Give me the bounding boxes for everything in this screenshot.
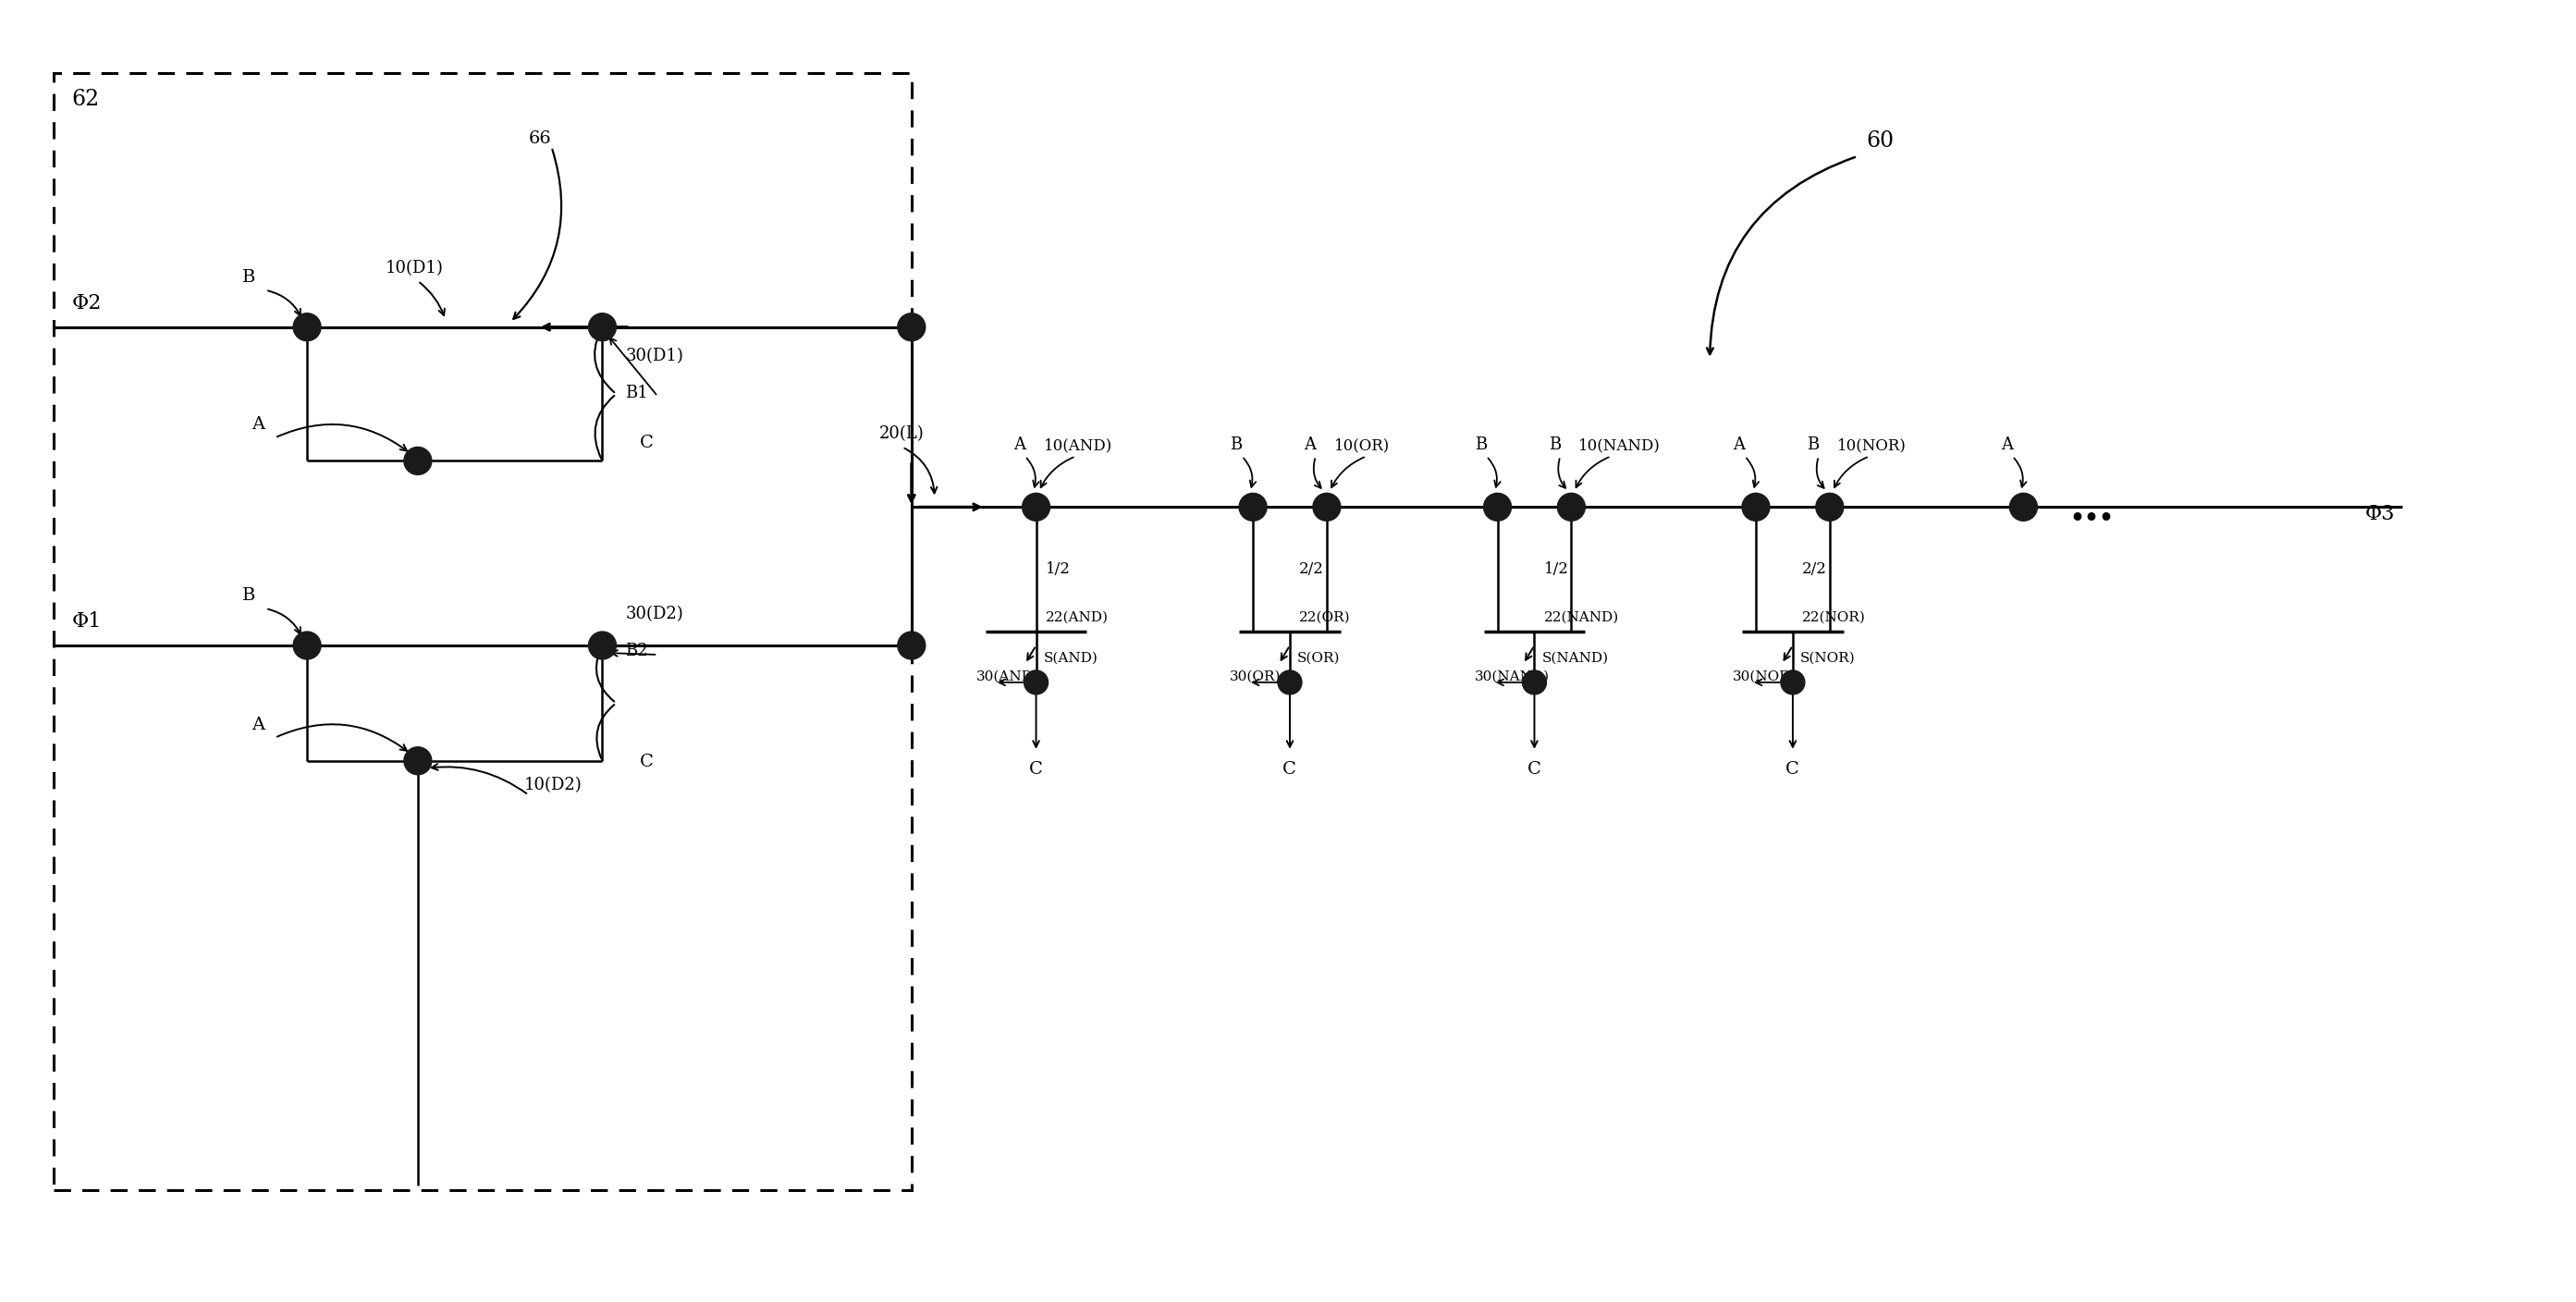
Text: 62: 62 [72,89,100,111]
Text: 10(NOR): 10(NOR) [1837,437,1906,453]
Circle shape [294,314,322,341]
Text: S(NOR): S(NOR) [1801,652,1855,665]
Circle shape [896,314,925,341]
Text: 1/2: 1/2 [1543,561,1569,577]
Circle shape [1025,671,1048,694]
Circle shape [1741,493,1770,521]
Text: S(NAND): S(NAND) [1543,652,1607,665]
Text: A: A [252,417,265,434]
Circle shape [2009,493,2038,521]
Text: A: A [2002,437,2012,453]
Text: Φ2: Φ2 [72,293,100,314]
Circle shape [1558,493,1584,521]
Text: 22(OR): 22(OR) [1298,612,1350,624]
Text: C: C [639,435,654,452]
Text: 2/2: 2/2 [1298,561,1324,577]
Text: 30(NAND): 30(NAND) [1473,671,1548,684]
Text: •••: ••• [2069,506,2115,529]
Text: 22(NAND): 22(NAND) [1543,612,1618,624]
Circle shape [587,631,616,659]
Text: 60: 60 [1868,130,1893,152]
Text: A: A [1734,437,1747,453]
Circle shape [1278,671,1301,694]
Circle shape [404,447,433,475]
Text: 1/2: 1/2 [1046,561,1069,577]
Text: A: A [1012,437,1025,453]
Text: C: C [1028,760,1043,777]
Text: 22(AND): 22(AND) [1046,612,1108,624]
Text: S(AND): S(AND) [1043,652,1097,665]
Text: A: A [1303,437,1316,453]
Text: 10(D2): 10(D2) [523,776,582,793]
Text: B: B [1548,437,1561,453]
Text: 10(OR): 10(OR) [1334,437,1391,453]
Text: 30(D2): 30(D2) [626,605,683,622]
Text: B1: B1 [626,384,649,401]
Text: 22(NOR): 22(NOR) [1803,612,1865,624]
Text: 66: 66 [528,130,551,147]
Circle shape [1023,493,1051,521]
Text: B: B [242,270,255,285]
Text: 30(D1): 30(D1) [626,348,683,365]
Circle shape [1522,671,1546,694]
Text: C: C [1528,760,1540,777]
Text: C: C [1785,760,1798,777]
Circle shape [1484,493,1512,521]
Text: 10(NAND): 10(NAND) [1579,437,1662,453]
Text: C: C [639,754,654,769]
Circle shape [1239,493,1267,521]
Circle shape [404,747,433,775]
Text: S(OR): S(OR) [1298,652,1340,665]
Text: B2: B2 [626,643,649,659]
Circle shape [587,314,616,341]
Text: 30(NOR): 30(NOR) [1734,671,1795,684]
Text: 30(AND): 30(AND) [976,671,1038,684]
Circle shape [1816,493,1844,521]
Text: 2/2: 2/2 [1803,561,1826,577]
Text: B: B [1806,437,1819,453]
Text: 30(OR): 30(OR) [1229,671,1280,684]
Text: A: A [252,716,265,733]
Text: 10(D1): 10(D1) [386,259,443,276]
Text: B: B [242,587,255,604]
Text: Φ3: Φ3 [2365,504,2396,525]
Text: B: B [1473,437,1486,453]
Text: C: C [1283,760,1296,777]
Text: 10(AND): 10(AND) [1043,437,1113,453]
Circle shape [896,631,925,659]
Circle shape [1314,493,1340,521]
Text: 20(L): 20(L) [878,426,925,443]
Text: Φ1: Φ1 [72,611,100,631]
Bar [54,73,912,1190]
Circle shape [294,631,322,659]
Text: B: B [1231,437,1242,453]
Circle shape [1780,671,1806,694]
